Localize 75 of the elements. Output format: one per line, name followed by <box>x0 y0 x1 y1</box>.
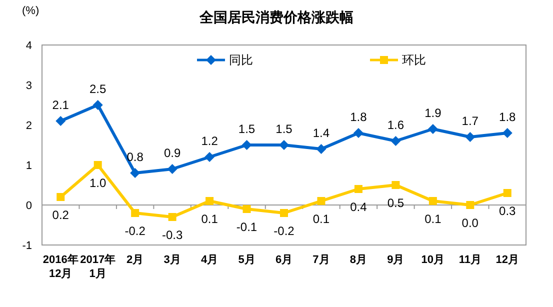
x-tick-label: 2017年 1月 <box>80 253 116 280</box>
point <box>204 152 215 162</box>
point <box>279 140 289 150</box>
point <box>502 128 512 138</box>
point <box>465 132 476 142</box>
legend-label: 环比 <box>402 53 426 67</box>
data-label: 1.5 <box>238 122 256 136</box>
data-label: -0.2 <box>274 224 295 238</box>
x-tick-label: 9月 <box>387 254 404 266</box>
point <box>168 213 176 221</box>
data-label: 0.4 <box>350 200 368 214</box>
point <box>354 185 362 193</box>
x-tick-label: 4月 <box>200 254 218 266</box>
data-label: 0.1 <box>201 212 218 226</box>
point <box>317 197 326 205</box>
data-label: 1.6 <box>387 118 404 132</box>
data-label: -0.3 <box>162 228 183 242</box>
point <box>503 189 512 197</box>
point <box>242 205 251 213</box>
data-label: 1.8 <box>350 110 368 124</box>
chart-title: 全国居民消费价格涨跌幅 <box>198 9 354 25</box>
data-label: 0.2 <box>52 208 70 222</box>
data-label: -0.2 <box>124 224 146 238</box>
y-tick-label: 4 <box>26 40 32 52</box>
x-tick-label: 5月 <box>238 254 256 266</box>
y-tick-label: 3 <box>26 80 32 92</box>
point <box>131 209 140 217</box>
point <box>428 197 437 205</box>
x-tick-label: 10月 <box>421 254 445 266</box>
point <box>353 128 364 138</box>
data-label: 1.5 <box>276 122 293 136</box>
point <box>130 168 140 178</box>
point <box>428 124 438 134</box>
data-label: 0.9 <box>164 146 181 160</box>
x-tick-label: 12月 <box>496 254 520 266</box>
data-label: 1.2 <box>201 134 218 148</box>
point <box>390 136 401 146</box>
point <box>392 181 400 189</box>
data-label: 2.5 <box>90 82 107 96</box>
point <box>56 193 65 201</box>
y-tick-label: 2 <box>26 120 32 132</box>
point <box>56 116 66 126</box>
y-tick-label: 0 <box>26 200 32 212</box>
x-tick-label: 2016年 12月 <box>42 253 78 280</box>
point <box>280 209 288 217</box>
point <box>316 144 326 154</box>
x-tick-label: 2月 <box>126 254 144 266</box>
y-tick-label: 1 <box>26 160 32 172</box>
data-label: 1.7 <box>462 114 479 128</box>
data-label: 0.8 <box>126 150 144 164</box>
point <box>242 140 252 150</box>
x-tick-label: 6月 <box>275 254 293 266</box>
data-label: -0.1 <box>236 220 258 234</box>
legend-label: 同比 <box>229 53 253 67</box>
data-label: 1.8 <box>499 110 516 124</box>
y-tick-label: -1 <box>22 240 32 252</box>
data-label: 0.1 <box>312 212 330 226</box>
y-axis-title: (%) <box>22 5 40 17</box>
data-label: 1.9 <box>424 106 442 120</box>
data-label: 1.0 <box>90 176 107 190</box>
data-label: 1.4 <box>312 126 330 140</box>
point <box>206 197 214 205</box>
point <box>167 164 178 174</box>
data-label: 0.3 <box>499 204 516 218</box>
data-label: 0.0 <box>462 216 479 230</box>
point <box>466 201 474 209</box>
data-label: 2.1 <box>52 98 70 112</box>
x-tick-label: 11月 <box>458 254 482 266</box>
point <box>94 161 102 169</box>
x-tick-label: 3月 <box>164 254 181 266</box>
data-label: 0.1 <box>424 212 442 226</box>
x-tick-label: 8月 <box>350 254 368 266</box>
point <box>92 100 103 110</box>
data-label: 0.5 <box>387 196 404 210</box>
x-tick-label: 7月 <box>312 254 330 266</box>
